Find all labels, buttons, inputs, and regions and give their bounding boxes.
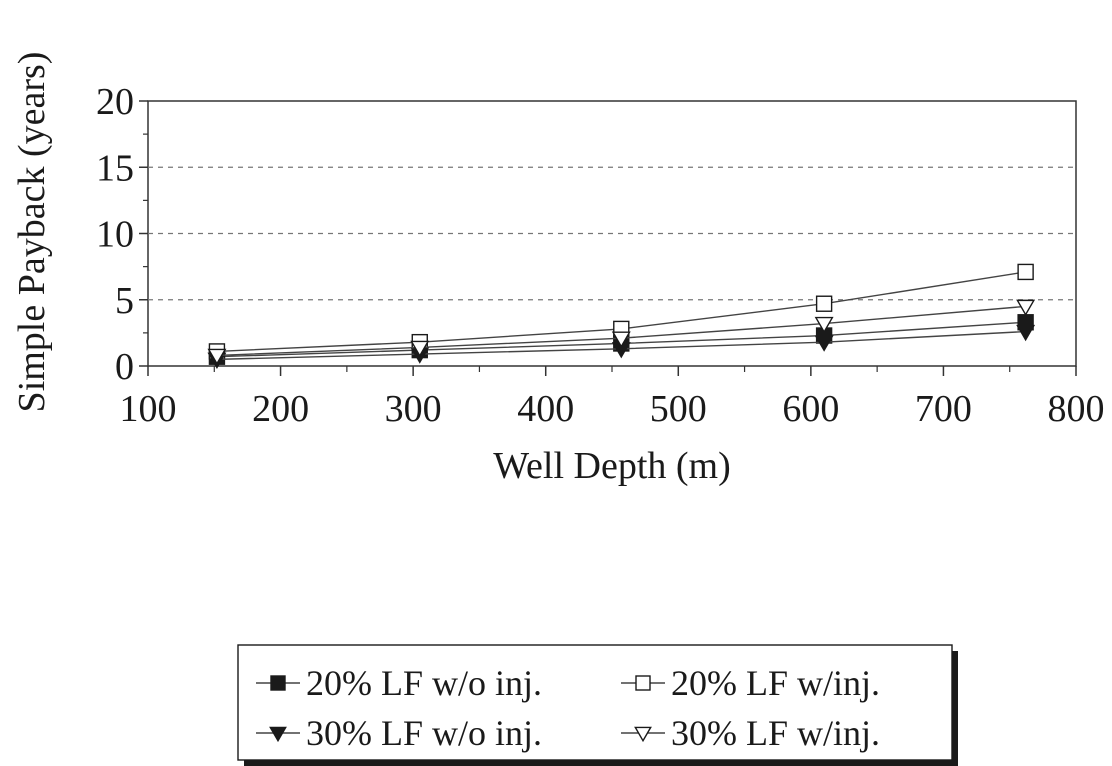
data-point — [410, 340, 430, 358]
data-point — [611, 331, 631, 348]
x-axis-title: Well Depth (m) — [493, 445, 731, 487]
y-axis-title: Simple Payback (years) — [11, 52, 53, 413]
legend-label: 20% LF w/o inj. — [306, 663, 542, 703]
data-point — [815, 295, 833, 312]
y-tick-label: 20 — [96, 81, 134, 123]
y-tick-label: 0 — [115, 346, 134, 388]
y-tick-label: 15 — [96, 147, 134, 189]
legend-item: 30% LF w/inj. — [621, 713, 880, 753]
legend-box — [237, 644, 953, 761]
legend-item: 30% LF w/o inj. — [256, 713, 542, 753]
plot-area: 0 5 10 15 20 100 200 300 400 500 600 700 800 — [96, 81, 1105, 430]
legend-label: 20% LF w/inj. — [671, 663, 880, 703]
x-tick-label: 500 — [650, 388, 707, 430]
legend-item: 20% LF w/inj. — [621, 663, 880, 703]
data-point — [1016, 324, 1036, 342]
data-point — [814, 316, 834, 334]
data-point — [1017, 263, 1034, 281]
x-tick-label: 600 — [782, 388, 839, 430]
data-point — [207, 348, 227, 366]
x-tick-label: 300 — [385, 388, 442, 430]
legend-label: 30% LF w/o inj. — [306, 713, 542, 753]
legend-item: 20% LF w/o inj. — [256, 663, 542, 703]
legend-marker — [269, 726, 287, 743]
legend-marker — [635, 675, 651, 691]
axes: 0 5 10 15 20 100 200 300 400 500 600 700 800 — [96, 81, 1105, 430]
data-point — [814, 335, 834, 352]
data-point — [1016, 299, 1036, 317]
x-tick-label: 700 — [915, 388, 972, 430]
gridlines — [148, 166, 1076, 301]
y-tick-label: 10 — [96, 214, 134, 256]
legend: 20% LF w/o inj. 20% LF w/inj. 30% LF w/o i… — [237, 644, 958, 766]
y-tick-label: 5 — [115, 280, 134, 322]
legend-marker — [270, 675, 286, 691]
x-tick-label: 400 — [517, 388, 574, 430]
legend-label: 30% LF w/inj. — [671, 713, 880, 753]
x-tick-label: 200 — [252, 388, 309, 430]
series-lines — [207, 263, 1036, 370]
x-tick-label: 800 — [1048, 388, 1105, 430]
series-4 — [207, 299, 1036, 366]
x-tick-label: 100 — [120, 388, 177, 430]
legend-marker — [634, 726, 652, 743]
